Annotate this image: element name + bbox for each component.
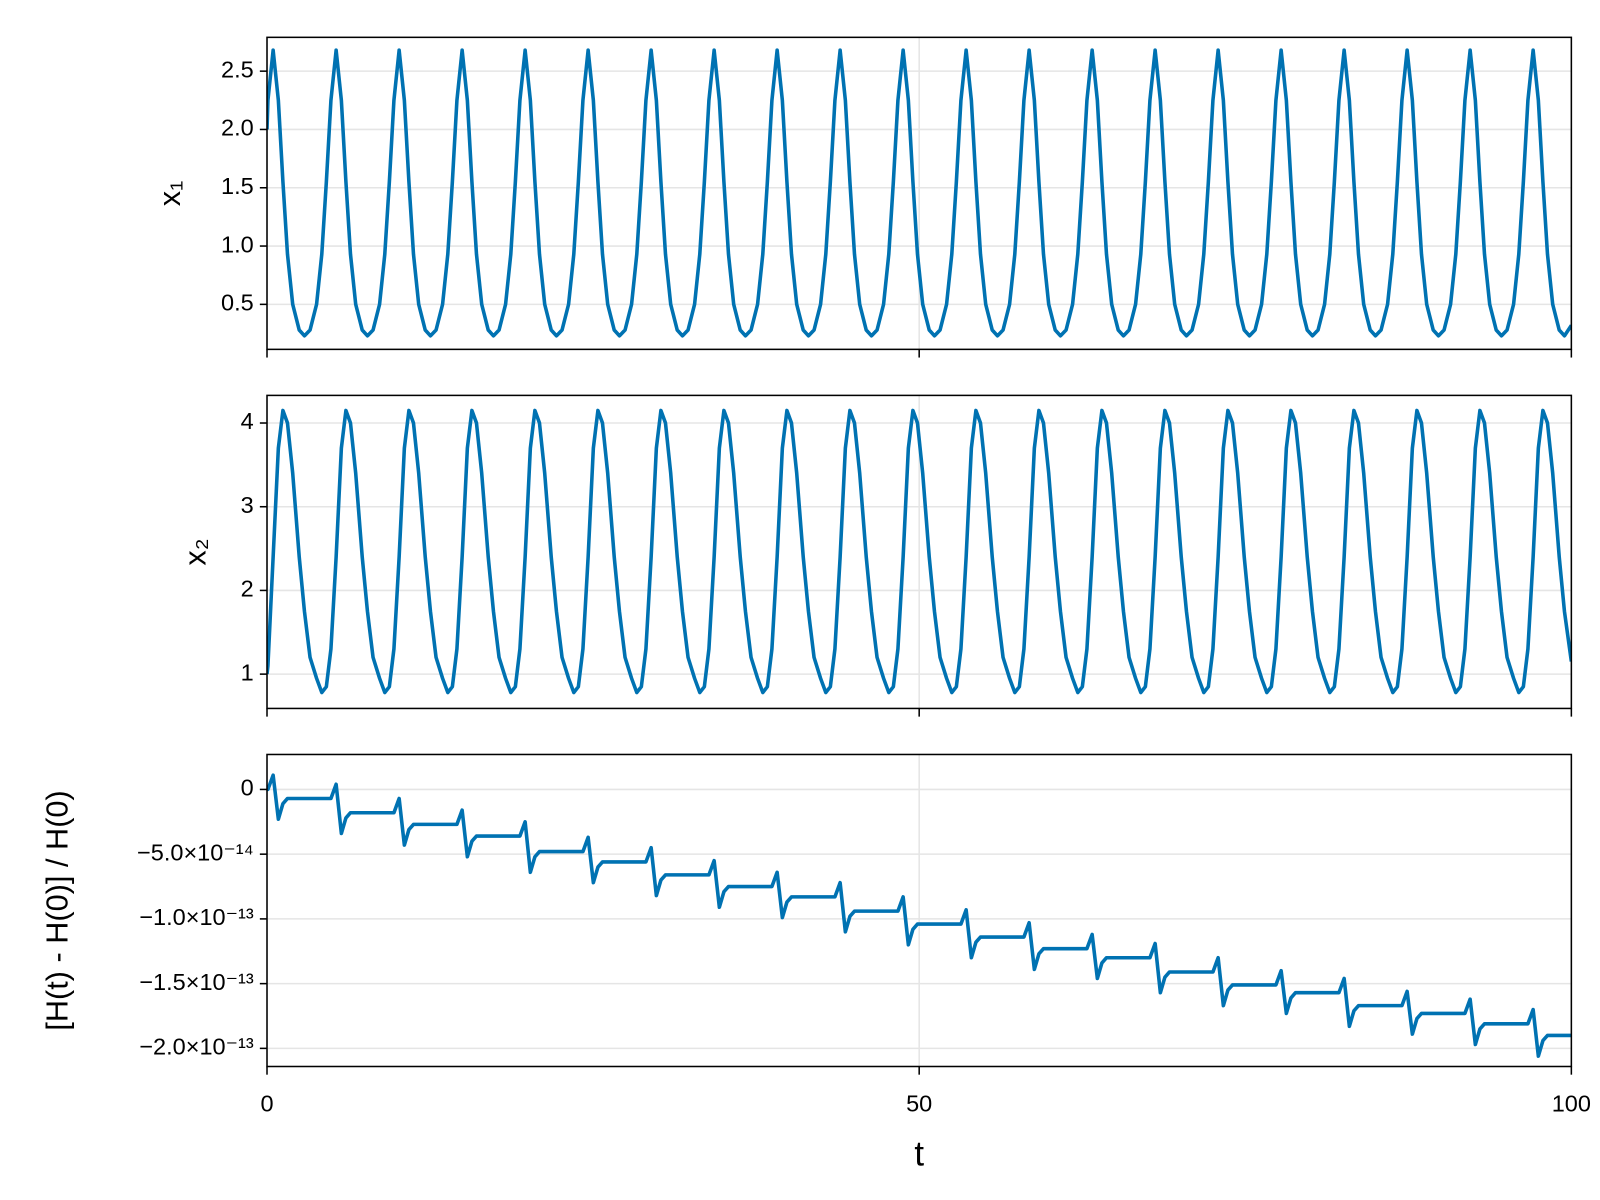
y-tick-label: 2 [241, 576, 254, 602]
y-tick-label: −5.0×10⁻¹⁴ [137, 839, 254, 865]
y-tick-label: 1 [241, 659, 254, 685]
y-tick-label: 1.0 [221, 231, 254, 257]
data-line [267, 48, 1572, 338]
data-line [267, 773, 1572, 1058]
y-axis-label: x₁ [152, 180, 187, 206]
y-tick-label: 0.5 [221, 290, 254, 316]
data-line [267, 408, 1572, 695]
y-tick-label: 4 [241, 408, 254, 434]
plot-frame [266, 36, 1573, 351]
y-tick-label: 1.5 [221, 173, 254, 199]
plot-frame [266, 753, 1573, 1068]
y-tick-label: 0 [241, 775, 254, 801]
y-tick-label: −1.0×10⁻¹³ [139, 904, 254, 930]
y-axis-label: [H(t) - H(0)] / H(0) [39, 790, 74, 1030]
y-tick-label: 2.0 [221, 115, 254, 141]
y-tick-label: 2.5 [221, 56, 254, 82]
y-tick-label: 3 [241, 492, 254, 518]
y-axis-label: x₂ [178, 538, 213, 565]
y-tick-label: −2.0×10⁻¹³ [139, 1034, 254, 1060]
x-tick-label: 100 [1552, 1091, 1591, 1117]
y-tick-label: −1.5×10⁻¹³ [139, 969, 254, 995]
plot-frame [266, 394, 1573, 710]
x-tick-label: 0 [260, 1091, 273, 1117]
x-axis-label: t [914, 1136, 924, 1174]
x-tick-label: 50 [906, 1091, 932, 1117]
